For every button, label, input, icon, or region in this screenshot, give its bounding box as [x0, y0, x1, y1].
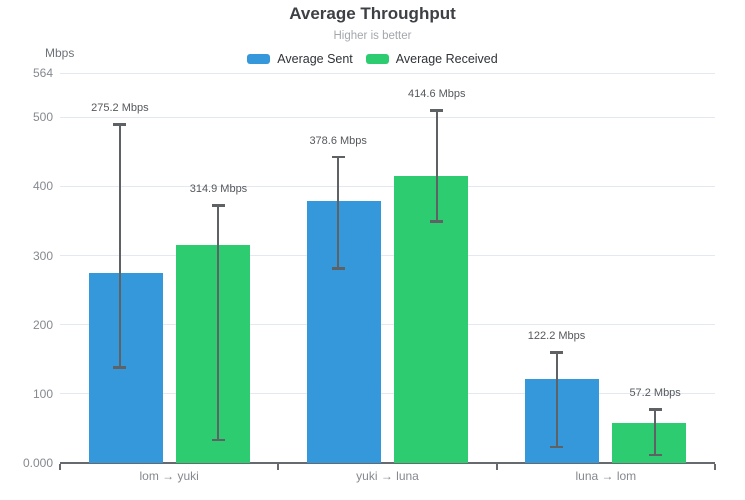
- bar: [394, 176, 468, 463]
- error-bar-top-cap: [331, 155, 345, 159]
- chart-title: Average Throughput: [289, 4, 456, 23]
- error-bar-top-cap: [113, 123, 127, 126]
- gridline: [60, 393, 715, 395]
- error-bar-bottom-cap: [550, 445, 564, 449]
- bar-value-label: 314.9 Mbps: [189, 183, 248, 196]
- x-axis-line: [60, 462, 715, 464]
- gridline: [60, 185, 715, 187]
- error-bar-bottom-cap: [430, 220, 444, 223]
- bar-value-label: 275.2 Mbps: [91, 102, 149, 115]
- error-bar-bottom-cap: [211, 438, 225, 442]
- x-axis-tick: [495, 464, 498, 470]
- error-bar-line: [654, 409, 657, 456]
- error-bar-line: [217, 205, 220, 441]
- x-axis-tick: [59, 464, 61, 470]
- legend-item-average-received[interactable]: Average Received: [365, 52, 498, 66]
- error-bar-bottom-cap: [113, 366, 127, 369]
- error-bar-bottom-cap: [648, 453, 662, 457]
- x-axis-tick: [714, 464, 716, 470]
- gridline: [60, 72, 715, 74]
- bar: [175, 245, 250, 463]
- bar: [612, 423, 687, 463]
- x-category-label: yuki → luna: [356, 469, 419, 483]
- error-bar-top-cap: [550, 351, 564, 354]
- y-tick-label: 300: [32, 248, 53, 263]
- bar: [525, 378, 600, 463]
- y-axis-unit-label: Mbps: [45, 46, 75, 60]
- bar-value-label: 414.6 Mbps: [408, 88, 466, 101]
- legend-item-average-sent[interactable]: Average Sent: [247, 52, 353, 66]
- error-bar-bottom-cap: [331, 267, 345, 270]
- gridline: [60, 116, 715, 118]
- bar-value-label: 122.2 Mbps: [527, 330, 586, 343]
- error-bar-line: [555, 352, 558, 448]
- y-tick-label: 500: [32, 110, 53, 125]
- bar-value-label: 57.2 Mbps: [629, 387, 681, 400]
- error-bar-top-cap: [430, 109, 444, 112]
- error-bar-top-cap: [648, 408, 662, 411]
- legend-swatch-sent-icon: [247, 54, 271, 64]
- bar-value-label: 378.6 Mbps: [309, 134, 367, 147]
- gridline: [60, 324, 715, 326]
- error-bar-top-cap: [211, 204, 225, 207]
- error-bar-line: [435, 110, 438, 222]
- x-axis-tick: [277, 464, 280, 470]
- gridline: [60, 255, 715, 257]
- y-tick-label: 564: [32, 66, 53, 80]
- legend-label-received: Average Received: [395, 52, 498, 66]
- x-category-label: lom → yuki: [139, 469, 199, 483]
- y-tick-label: 400: [32, 179, 53, 194]
- x-category-label: luna → lom: [575, 469, 637, 483]
- chart-legend: Average Sent Average Received: [0, 52, 745, 66]
- chart-subtitle: Higher is better: [333, 30, 412, 42]
- error-bar-line: [337, 156, 340, 269]
- legend-swatch-received-icon: [365, 54, 389, 64]
- legend-label-sent: Average Sent: [277, 52, 353, 66]
- y-tick-label: 0.000: [22, 456, 53, 470]
- y-tick-label: 100: [32, 386, 53, 401]
- y-tick-label: 200: [32, 317, 53, 332]
- bar: [307, 201, 381, 463]
- error-bar-line: [118, 124, 121, 368]
